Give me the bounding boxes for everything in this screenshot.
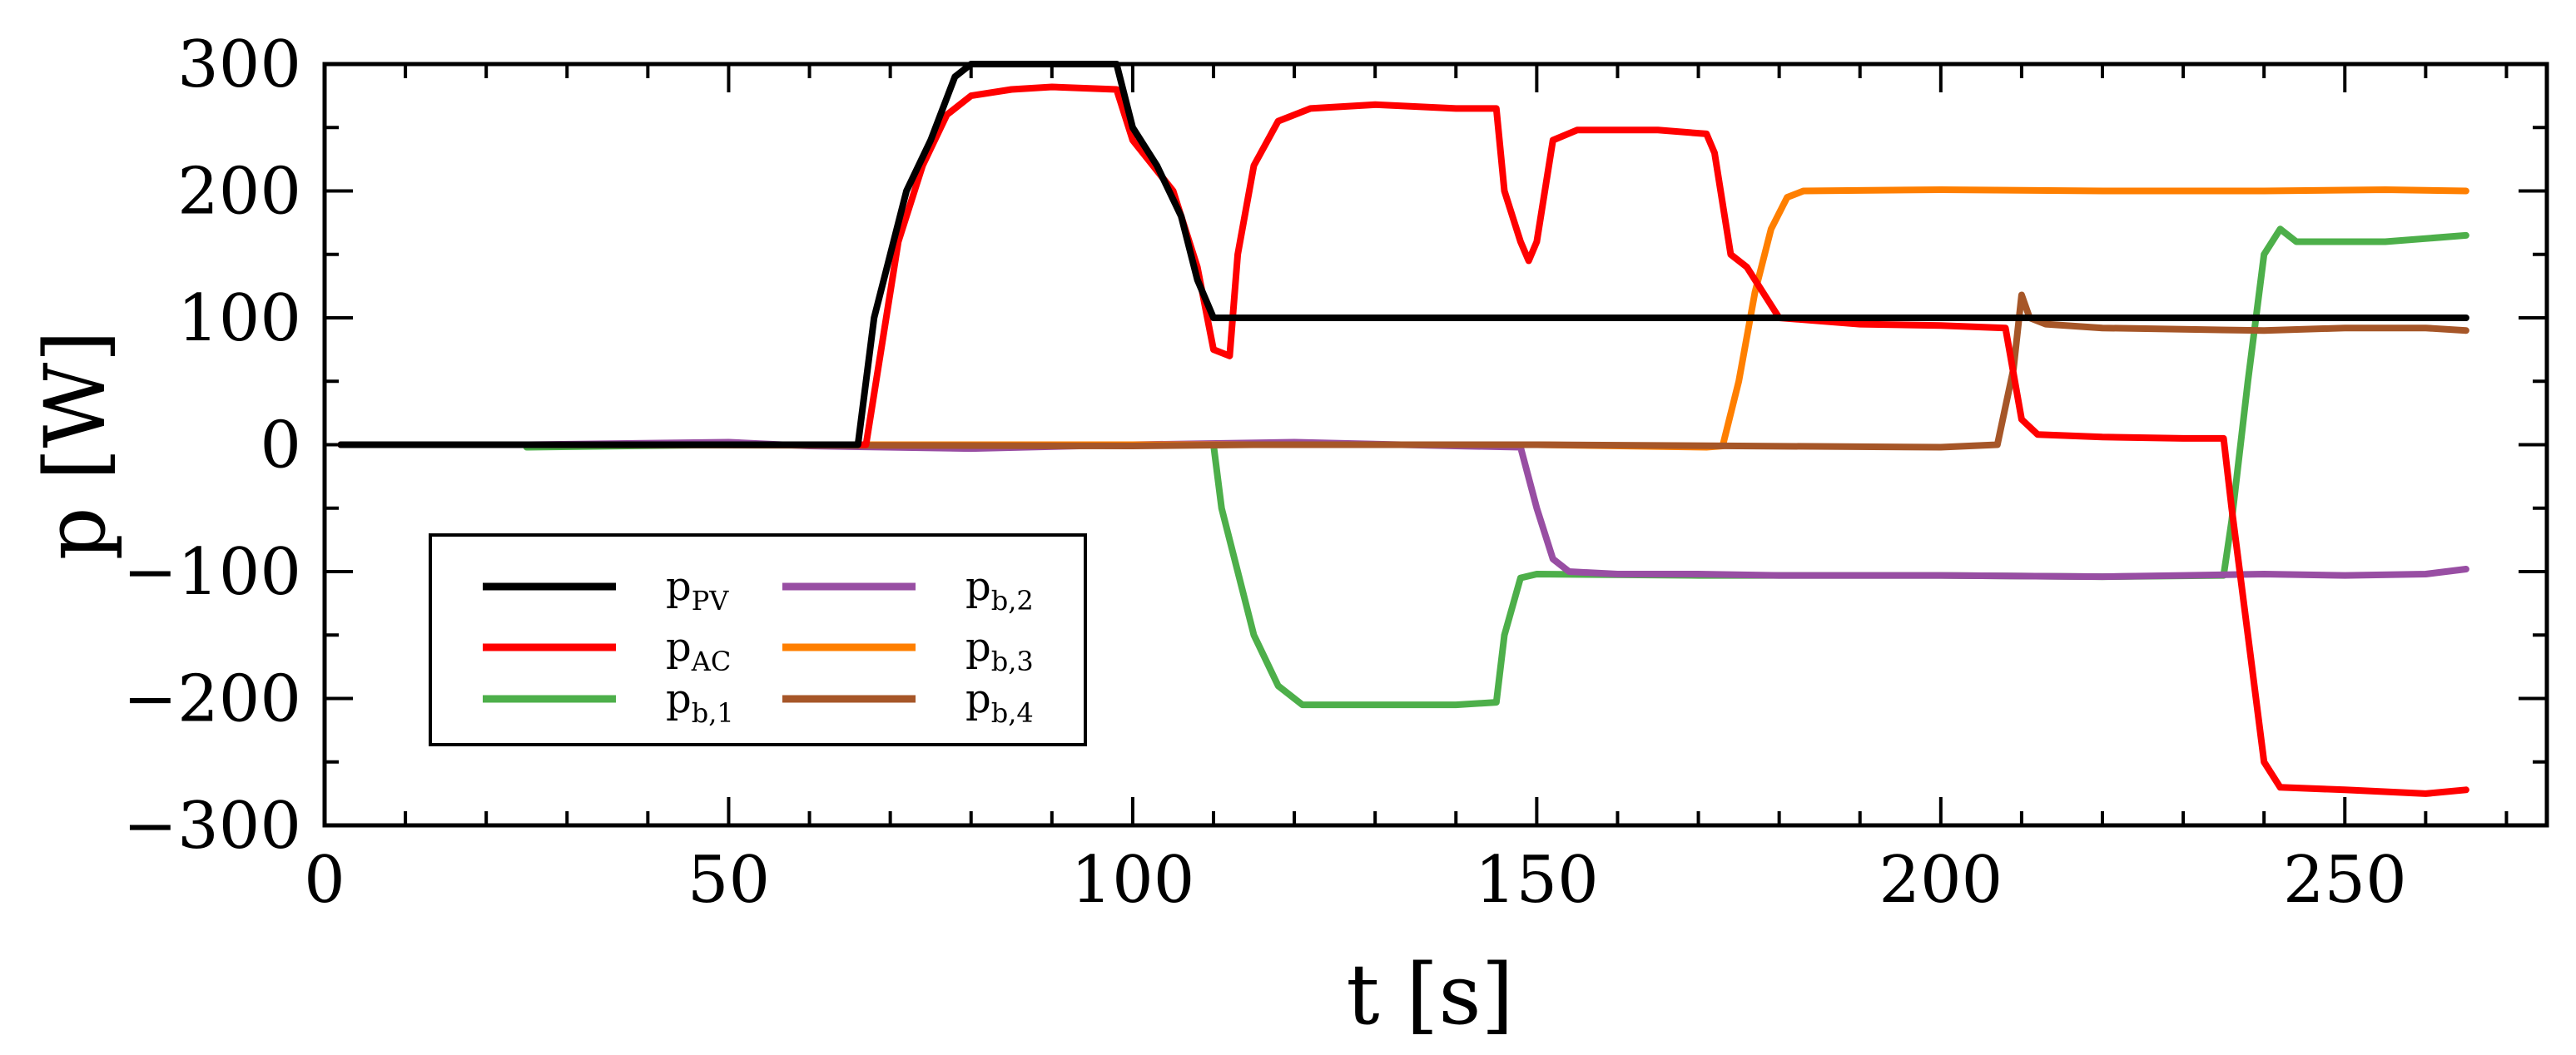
x-tick-label: 50 — [687, 843, 770, 918]
x-tick-label: 150 — [1475, 843, 1599, 918]
legend-label: pb,2 — [965, 563, 1034, 617]
legend-label: pb,4 — [965, 676, 1034, 729]
y-tick-label: 100 — [177, 281, 301, 356]
y-tick-label: 200 — [177, 155, 301, 230]
tick-labels: 0 50 100 150 200 250 300 200 100 0 −100 −200 −300 — [123, 27, 2407, 918]
series-line-p-b-4 — [523, 291, 2469, 451]
ticks — [323, 62, 2547, 827]
x-tick-label: 0 — [304, 843, 345, 918]
series-line-p-ac — [337, 83, 2469, 797]
legend-label: pAC — [666, 624, 731, 677]
x-tick-label: 200 — [1879, 843, 2003, 918]
y-axis-label: p [W] — [27, 330, 124, 561]
legend-label: pb,1 — [666, 676, 734, 729]
y-tick-label: 0 — [260, 409, 301, 483]
plot-frame — [322, 62, 2549, 828]
x-axis-label: t [s] — [1346, 946, 1513, 1043]
x-tick-label: 100 — [1070, 843, 1194, 918]
series-line-p-b-1 — [523, 225, 2469, 709]
legend-label: pPV — [666, 563, 729, 617]
legend-box — [429, 533, 1087, 746]
y-tick-label: 300 — [177, 27, 301, 102]
y-tick-label: −100 — [123, 535, 301, 610]
y-tick-label: −200 — [123, 662, 301, 737]
y-tick-label: −300 — [123, 789, 301, 864]
legend-label: pb,3 — [965, 624, 1034, 677]
x-tick-label: 250 — [2283, 843, 2407, 918]
